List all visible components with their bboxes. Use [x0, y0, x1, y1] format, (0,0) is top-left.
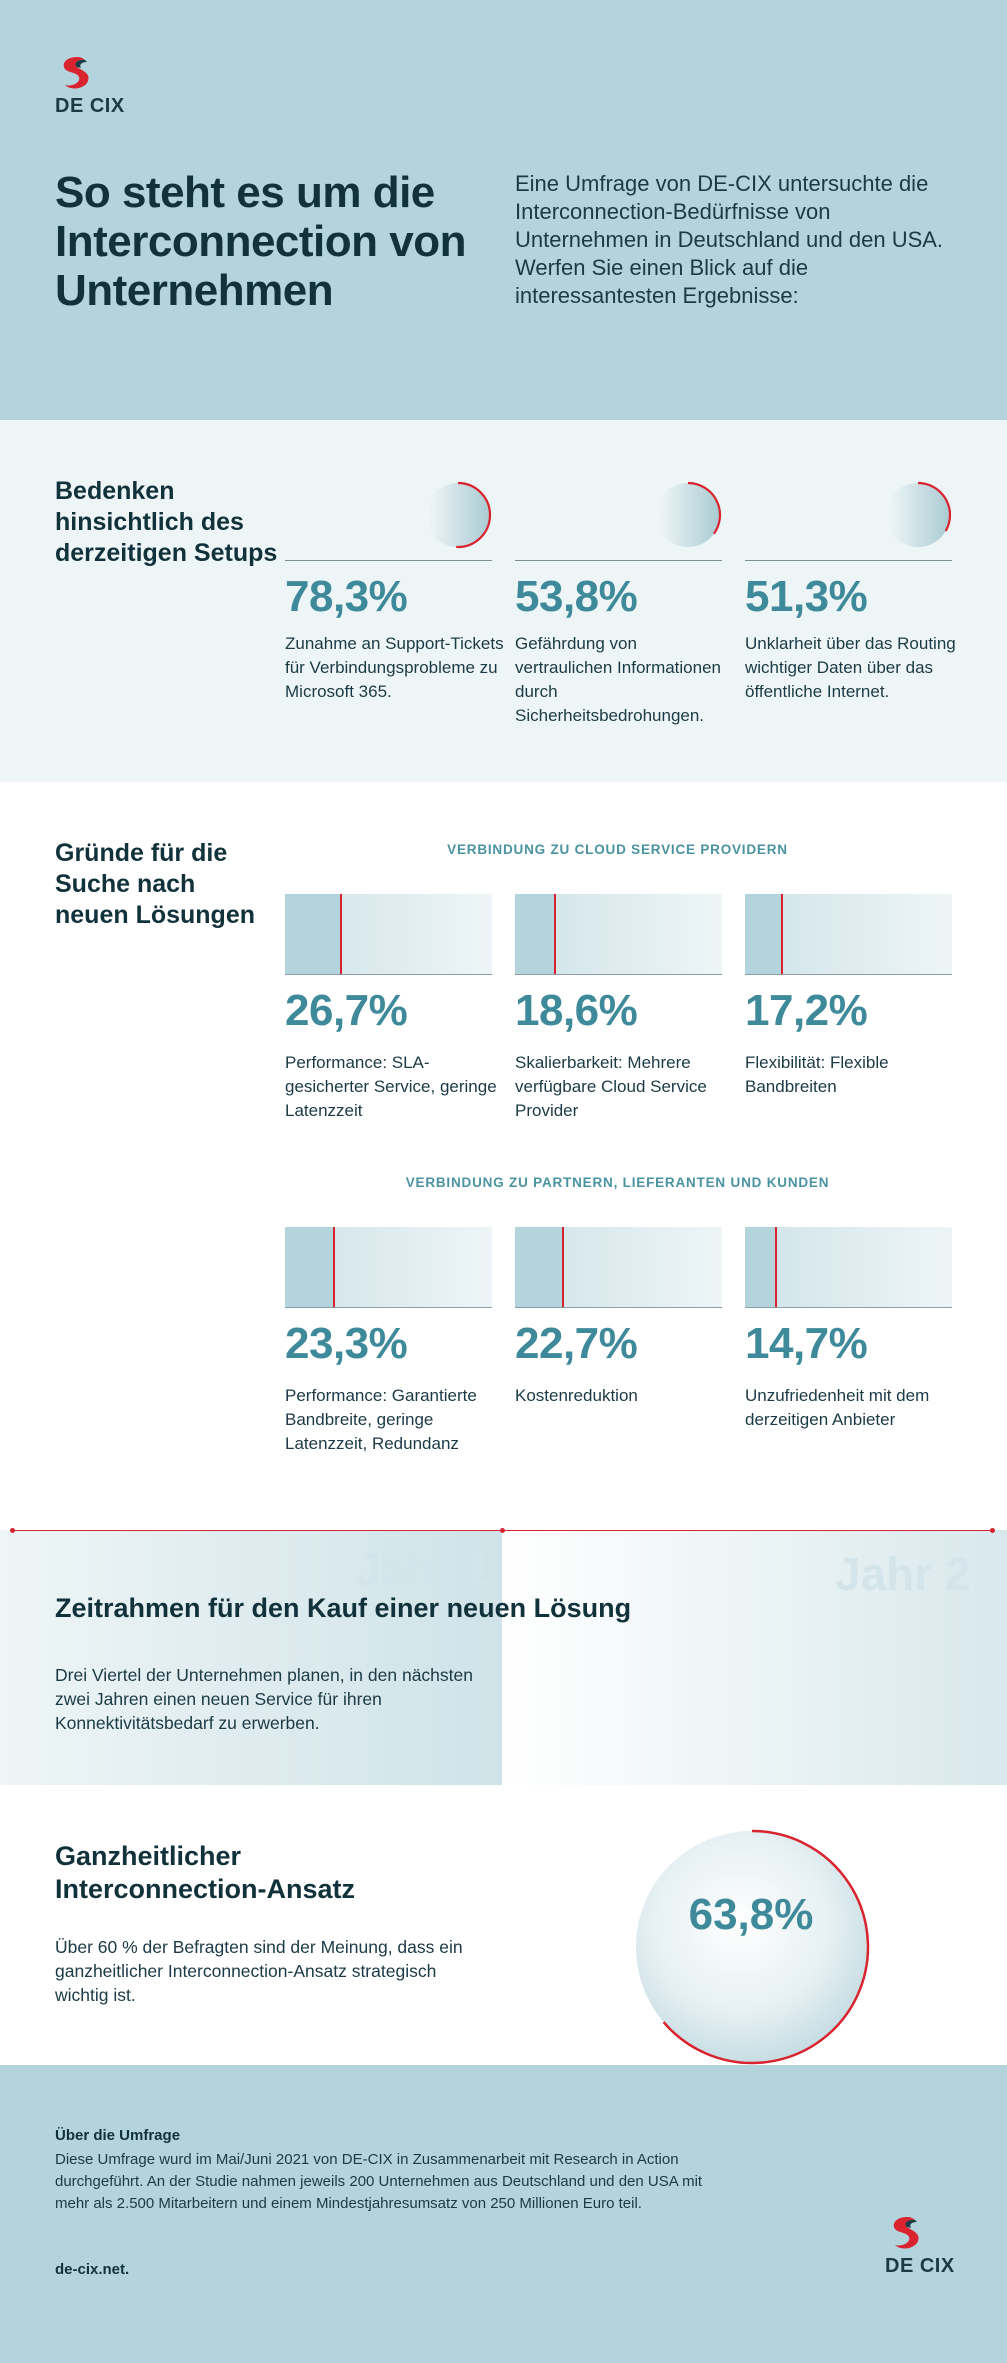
- holistic-text: Über 60 % der Befragten sind der Meinung…: [55, 1937, 463, 2005]
- decix-footer-logo[interactable]: DE CIX: [885, 2215, 955, 2279]
- concern-pct-3: 51,3%: [745, 572, 868, 621]
- decix-logo-mark-icon: [893, 2217, 919, 2249]
- footer-link[interactable]: de-cix.net.: [55, 2261, 130, 2278]
- concern-desc-3: Unklarheit über das Routing wichtiger Da…: [745, 634, 956, 701]
- reason-bar-5: [515, 1227, 722, 1308]
- footer-section: Über die Umfrage Diese Umfrage wurd im M…: [0, 2065, 1007, 2363]
- footer-heading: Über die Umfrage: [55, 2127, 181, 2144]
- reason-pct-2: 18,6%: [515, 986, 638, 1035]
- reason-bar-6: [745, 1227, 952, 1308]
- reason-desc-1: Performance: SLA-gesicherter Service, ge…: [285, 1053, 497, 1120]
- bar-marker: [775, 1227, 777, 1307]
- reason-pct-1: 26,7%: [285, 986, 408, 1035]
- reason-desc-6: Unzufriedenheit mit dem derzeitigen Anbi…: [745, 1386, 930, 1429]
- decix-logo-mark-icon: [63, 57, 89, 89]
- holistic-circle: [636, 1829, 870, 2065]
- holistic-arc: [662, 1829, 870, 2065]
- group2-label: VERBINDUNG ZU PARTNERN, LIEFERANTEN UND …: [405, 1175, 830, 1190]
- holistic-pct: 63,8%: [688, 1890, 814, 1939]
- reason-desc-3: Flexibilität: Flexible Bandbreiten: [745, 1053, 889, 1096]
- bar-marker: [554, 894, 556, 974]
- bar-fill: [745, 1227, 775, 1307]
- timeline-dot: [10, 1528, 15, 1533]
- decix-logo[interactable]: DE CIX: [55, 55, 125, 119]
- year-1-label: Jahr 1: [355, 1543, 491, 1595]
- intro-text: Eine Umfrage von DE-CIX untersuchte die …: [515, 171, 944, 308]
- bar-marker: [333, 1227, 335, 1307]
- timeline-section: Jahr 1 Jahr 2 Zeitrahmen für den Kauf ei…: [0, 1528, 1007, 1785]
- bar-fill: [515, 894, 554, 974]
- reason-bar-4: [285, 1227, 492, 1308]
- timeline-text: Drei Viertel der Unternehmen planen, in …: [55, 1665, 473, 1733]
- group1-label: VERBINDUNG ZU CLOUD SERVICE PROVIDERN: [447, 842, 788, 857]
- concerns-section: Bedenken hinsichtlich des derzeitigen Se…: [0, 420, 1007, 782]
- concern-pct-1: 78,3%: [285, 572, 408, 621]
- concern-desc-1: Zunahme an Support-Tickets für Verbindun…: [285, 634, 504, 701]
- decix-logo-text: DE CIX: [55, 95, 125, 117]
- timeline-heading: Zeitrahmen für den Kauf einer neuen Lösu…: [55, 1593, 632, 1623]
- bar-fill: [285, 1227, 333, 1307]
- holistic-heading: Ganzheitlicher Interconnection-Ansatz: [55, 1841, 356, 1904]
- reason-pct-6: 14,7%: [745, 1319, 868, 1368]
- reason-bar-1: [285, 894, 492, 975]
- decix-logo-text: DE CIX: [885, 2255, 955, 2277]
- quarter-circle-icon: [426, 481, 492, 549]
- reasons-heading: Gründe für die Suche nach neuen Lösungen: [55, 839, 255, 929]
- reason-pct-4: 23,3%: [285, 1319, 408, 1368]
- holistic-section: Ganzheitlicher Interconnection-Ansatz Üb…: [0, 1785, 1007, 2065]
- concern-desc-2: Gefährdung von vertraulichen Information…: [515, 634, 722, 725]
- reason-desc-4: Performance: Garantierte Bandbreite, ger…: [285, 1386, 477, 1453]
- quarter-circle-icon: [886, 481, 952, 547]
- concerns-heading: Bedenken hinsichtlich des derzeitigen Se…: [55, 477, 278, 567]
- timeline-year1-panel: [0, 1530, 502, 1785]
- bar-marker: [562, 1227, 564, 1307]
- reason-bar-2: [515, 894, 722, 975]
- year-2-label: Jahr 2: [835, 1548, 971, 1600]
- quarter-circle-icon: [656, 481, 722, 547]
- timeline-year2-panel: [502, 1530, 1007, 1785]
- reason-pct-5: 22,7%: [515, 1319, 638, 1368]
- bar-fill: [515, 1227, 562, 1307]
- bar-marker: [781, 894, 783, 974]
- bar-fill: [285, 894, 340, 974]
- timeline-dot: [990, 1528, 995, 1533]
- concern-pct-2: 53,8%: [515, 572, 638, 621]
- bar-fill: [745, 894, 781, 974]
- page-title: So steht es um die Interconnection von U…: [55, 168, 466, 315]
- bar-marker: [340, 894, 342, 974]
- reason-desc-5: Kostenreduktion: [515, 1386, 638, 1405]
- reasons-section: Gründe für die Suche nach neuen Lösungen…: [0, 782, 1007, 1530]
- header-section: DE CIX So steht es um die Interconnectio…: [0, 0, 1007, 420]
- reason-desc-2: Skalierbarkeit: Mehrere verfügbare Cloud…: [515, 1053, 707, 1120]
- reason-pct-3: 17,2%: [745, 986, 868, 1035]
- timeline-dot: [500, 1528, 505, 1533]
- footer-text: Diese Umfrage wurd im Mai/Juni 2021 von …: [55, 2151, 703, 2212]
- reason-bar-3: [745, 894, 952, 975]
